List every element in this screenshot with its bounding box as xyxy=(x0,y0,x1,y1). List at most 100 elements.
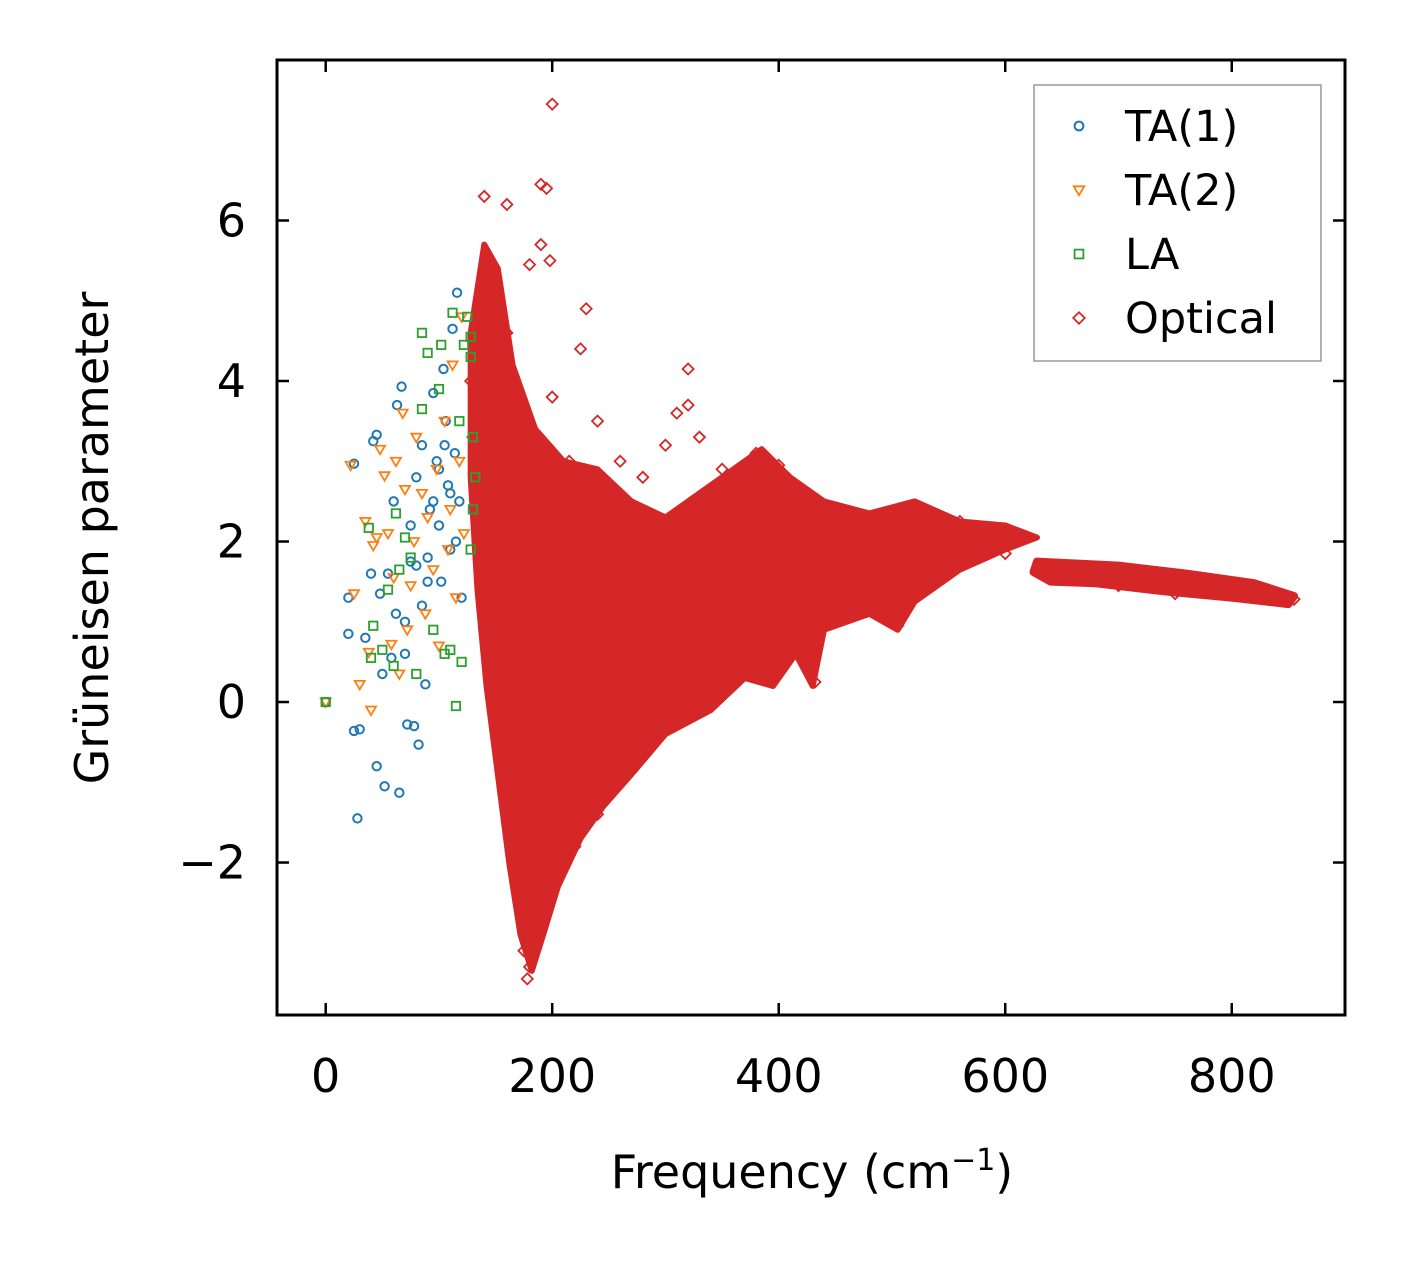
optical-point xyxy=(522,614,537,629)
ta-2-point xyxy=(455,312,469,324)
optical-point xyxy=(579,655,593,669)
optical-point xyxy=(463,374,478,388)
optical-point xyxy=(681,362,695,376)
optical-point xyxy=(890,619,905,633)
la-point xyxy=(416,403,428,415)
optical-point xyxy=(579,302,593,316)
optical-point xyxy=(602,486,616,501)
optical-point xyxy=(545,695,559,709)
la-point xyxy=(411,668,422,680)
la-point xyxy=(454,416,465,427)
ta-2-point xyxy=(344,460,358,473)
optical-point xyxy=(1055,570,1069,585)
optical-point xyxy=(658,631,673,645)
la-point xyxy=(416,327,428,338)
la-point xyxy=(445,644,456,655)
optical-point xyxy=(808,675,822,689)
optical-point xyxy=(522,257,537,272)
legend-marker xyxy=(1073,248,1085,260)
optical-point xyxy=(568,839,582,854)
optical-point xyxy=(522,438,537,452)
x-tick-label: 800 xyxy=(1188,1049,1276,1103)
ta-1-point xyxy=(388,496,399,507)
la-point xyxy=(382,584,394,595)
ta-1-point xyxy=(451,287,463,298)
optical-point xyxy=(590,414,605,428)
optical-point xyxy=(556,775,571,790)
optical-point xyxy=(517,944,531,958)
ta-1-point xyxy=(348,458,360,469)
optical-point xyxy=(488,269,503,284)
ta-2-point xyxy=(415,488,429,501)
optical-point xyxy=(771,458,786,473)
la-point xyxy=(377,644,388,655)
ta-1-point xyxy=(377,668,388,680)
ta-2-point xyxy=(398,484,412,497)
ta-1-point xyxy=(411,472,422,483)
optical-point xyxy=(613,454,627,469)
optical-point xyxy=(1111,578,1126,593)
ta-2-point xyxy=(432,641,446,653)
optical-point xyxy=(1134,570,1148,585)
legend-marker xyxy=(1071,310,1087,326)
x-tick-label: 200 xyxy=(508,1049,596,1103)
optical-point xyxy=(545,494,559,509)
la-point xyxy=(399,532,411,543)
optical-point xyxy=(1089,566,1103,581)
ta-2-point xyxy=(347,589,361,601)
optical-point xyxy=(528,931,542,946)
ta-1-point xyxy=(399,648,411,660)
optical-point xyxy=(998,546,1013,561)
ta-2-point xyxy=(396,408,410,420)
ta-1-point xyxy=(422,576,433,587)
ta-2-point xyxy=(370,533,384,545)
optical-point xyxy=(726,663,741,677)
la-point xyxy=(456,656,467,667)
optical-point xyxy=(534,177,548,192)
optical-point xyxy=(692,687,707,701)
optical-point xyxy=(545,97,559,111)
la-point xyxy=(405,552,416,563)
optical-point xyxy=(953,514,967,529)
x-axis-title-close: ) xyxy=(995,1145,1013,1199)
ta-1-point xyxy=(422,552,433,563)
ta-2-point xyxy=(445,360,460,372)
ta-1-point xyxy=(450,536,462,547)
ta-2-point xyxy=(392,669,406,681)
optical-point xyxy=(862,510,877,525)
ta-1-point xyxy=(411,560,422,571)
optical-point xyxy=(590,807,605,822)
optical-point xyxy=(1168,586,1182,601)
optical-point xyxy=(573,342,588,356)
ta-1-point xyxy=(371,761,382,772)
optical-point xyxy=(539,181,554,196)
optical-point xyxy=(794,550,809,565)
optical-point xyxy=(828,502,843,517)
optical-point xyxy=(885,590,899,605)
legend-label: TA(1) xyxy=(1124,102,1238,152)
ta-2-point xyxy=(441,545,455,557)
optical-point xyxy=(1021,530,1035,545)
ta-1-point xyxy=(354,724,365,735)
la-point xyxy=(428,624,439,635)
la-point xyxy=(388,660,399,672)
ta-1-point xyxy=(405,520,416,531)
ta-1-point xyxy=(343,628,354,640)
y-tick-label: 0 xyxy=(217,675,246,729)
optical-point xyxy=(715,462,729,477)
ta-1-point xyxy=(413,739,424,750)
data-points xyxy=(319,97,1301,986)
optical-point xyxy=(613,771,627,786)
ta-2-point xyxy=(449,593,463,605)
ta-1-point xyxy=(438,363,449,375)
optical-point xyxy=(749,446,763,461)
y-tick-label: 4 xyxy=(217,354,246,408)
optical-point xyxy=(715,614,729,629)
la-point xyxy=(467,504,479,515)
ta-1-point xyxy=(396,381,407,392)
y-axis-title: Grüneisen parameter xyxy=(65,291,119,784)
la-point xyxy=(465,331,476,342)
optical-point xyxy=(636,735,650,749)
optical-point xyxy=(602,558,616,573)
